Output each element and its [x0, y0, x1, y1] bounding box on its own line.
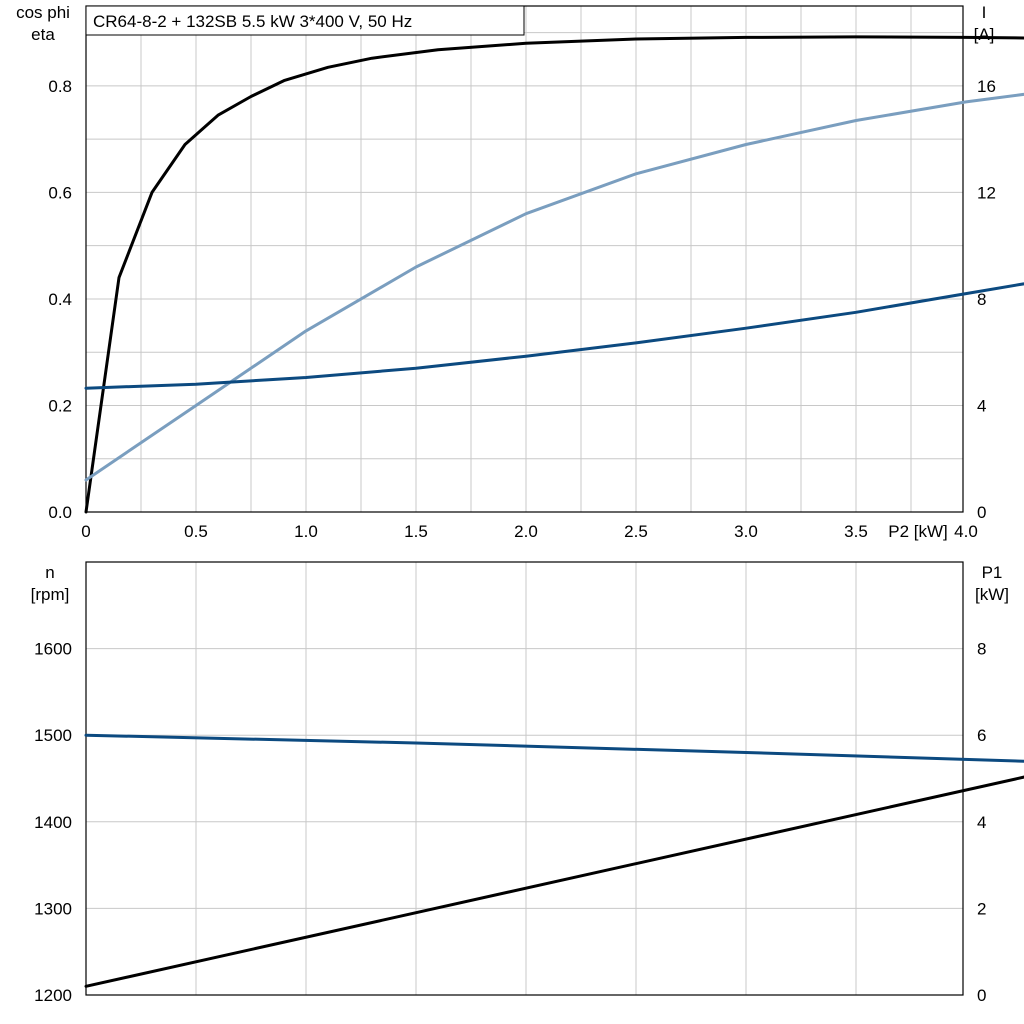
top-left-axis-label-2: eta: [31, 25, 55, 44]
bottom-right-axis-label-1: P1: [982, 563, 1003, 582]
x-tick-label: 0.5: [184, 522, 208, 541]
bottom-chart-series: [84, 733, 1024, 988]
top-right-tick-label: 12: [977, 183, 996, 202]
top-right-axis-label-2: [A]: [974, 25, 995, 44]
bottom-right-tick-label: 6: [977, 726, 986, 745]
bottom-left-tick-label: 1500: [34, 726, 72, 745]
x-tick-label: 0: [81, 522, 90, 541]
x-axis-label: P2 [kW]: [888, 522, 948, 541]
bottom-right-axis-label-2: [kW]: [975, 585, 1009, 604]
top-right-tick-label: 16: [977, 77, 996, 96]
bottom-chart: n [rpm] P1 [kW] 1200 1300 1400 1500 1600 0 2 4…: [31, 561, 1024, 1005]
bottom-right-tick-label: 8: [977, 640, 986, 659]
top-chart-series: [84, 35, 1024, 514]
top-x-ticks: 00.51.01.52.02.53.03.54.04.55.05.56.06.5…: [81, 522, 978, 541]
top-right-axis-label-1: I: [982, 3, 987, 22]
top-left-tick-label: 0.4: [48, 290, 72, 309]
chart-title: CR64-8-2 + 132SB 5.5 kW 3*400 V, 50 Hz: [93, 12, 412, 31]
top-left-tick-label: 0.2: [48, 396, 72, 415]
bottom-right-tick-label: 0: [977, 986, 986, 1005]
top-left-ticks: 0.0 0.2 0.4 0.6 0.8: [48, 77, 72, 522]
bottom-chart-grid: [86, 562, 963, 995]
top-chart-grid: [86, 6, 963, 512]
bottom-left-ticks: 1200 1300 1400 1500 1600: [34, 640, 72, 1005]
bottom-left-axis-label-1: n: [45, 563, 54, 582]
bottom-right-tick-label: 2: [977, 899, 986, 918]
bottom-left-tick-label: 1600: [34, 640, 72, 659]
top-right-ticks: 0 4 8 12 16: [977, 77, 996, 522]
x-tick-label: 3.5: [844, 522, 868, 541]
top-chart: CR64-8-2 + 132SB 5.5 kW 3*400 V, 50 Hz c…: [16, 3, 1024, 541]
top-right-tick-label: 0: [977, 503, 986, 522]
bottom-right-ticks: 0 2 4 6 8: [977, 640, 986, 1005]
speed-line: [84, 733, 1024, 763]
bottom-right-tick-label: 4: [977, 813, 986, 832]
p1-line: [84, 775, 1024, 988]
cosphi-line: [84, 92, 1024, 482]
bottom-chart-frame: [85, 561, 964, 996]
top-left-tick-label: 0.6: [48, 183, 72, 202]
top-left-axis-label-1: cos phi: [16, 3, 70, 22]
top-right-tick-label: 4: [977, 396, 986, 415]
x-tick-label: 1.5: [404, 522, 428, 541]
eta-line: [84, 35, 1024, 514]
x-tick-label: 3.0: [734, 522, 758, 541]
bottom-left-axis-label-2: [rpm]: [31, 585, 70, 604]
bottom-left-tick-label: 1200: [34, 986, 72, 1005]
title-box: [85, 5, 525, 36]
top-chart-frame: [85, 5, 964, 513]
x-tick-label: 4.0: [954, 522, 978, 541]
top-left-tick-label: 0.8: [48, 77, 72, 96]
bottom-left-tick-label: 1400: [34, 813, 72, 832]
current-line: [84, 282, 1024, 390]
x-tick-label: 2.0: [514, 522, 538, 541]
x-tick-label: 1.0: [294, 522, 318, 541]
x-tick-label: 2.5: [624, 522, 648, 541]
top-left-tick-label: 0.0: [48, 503, 72, 522]
top-right-tick-label: 8: [977, 290, 986, 309]
bottom-left-tick-label: 1300: [34, 899, 72, 918]
